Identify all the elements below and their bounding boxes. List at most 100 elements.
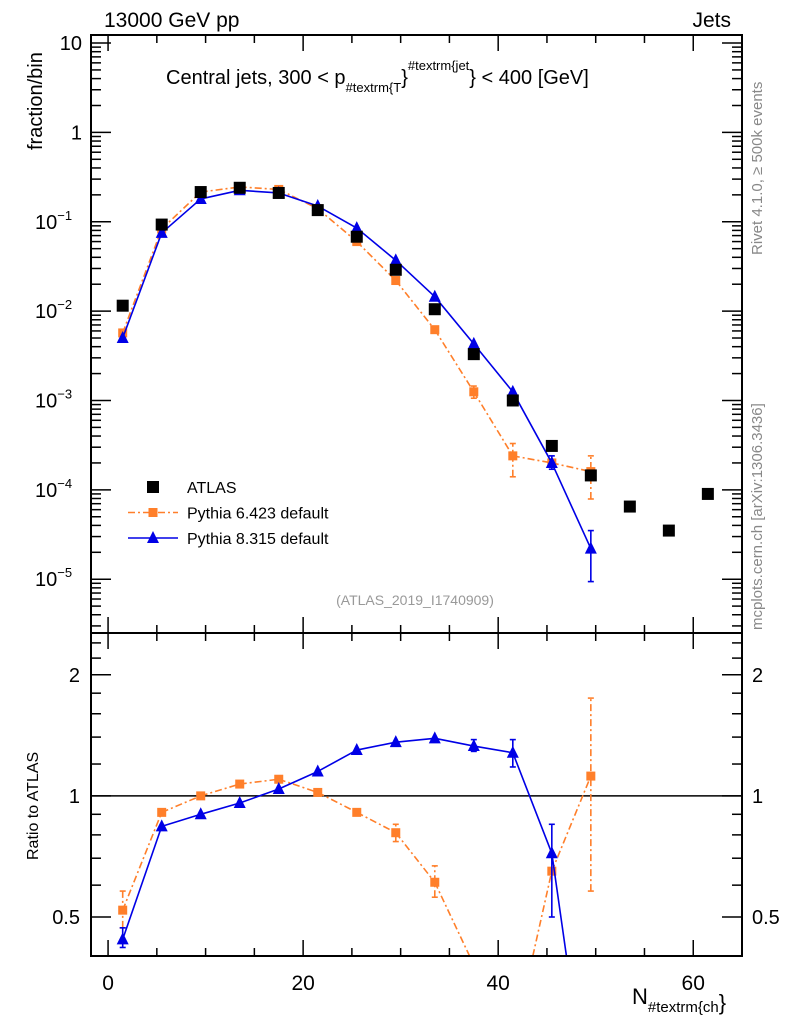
ratio-line-pythia8 — [551, 853, 568, 957]
ratio-y-tick-label-right: 1 — [752, 786, 763, 808]
main-point-pythia6 — [391, 276, 401, 286]
ratio-y-tick-label: 0.5 — [52, 907, 80, 929]
ratio-point-pythia8 — [545, 846, 558, 859]
main-point-atlas — [545, 439, 558, 452]
main-point-pythia8 — [428, 289, 441, 302]
ratio-point-pythia8 — [467, 739, 480, 752]
main-line-pythia6 — [200, 186, 240, 193]
y-tick-label: 10 — [60, 33, 82, 55]
ratio-point-pythia8 — [116, 932, 129, 945]
ratio-marks — [116, 697, 596, 957]
y-tick-label: 10−3 — [35, 386, 72, 412]
main-line-pythia8 — [395, 259, 436, 298]
main-line-pythia6 — [512, 455, 552, 464]
ratio-line-pythia8 — [356, 741, 396, 751]
ratio-point-pythia8 — [389, 735, 402, 748]
ratio-point-pythia8 — [506, 745, 519, 758]
ratio-line-pythia6 — [532, 870, 553, 957]
legend: ATLAS Pythia 6.423 default Pythia 8.315 de… — [128, 480, 329, 548]
ratio-line-pythia6 — [317, 791, 358, 814]
main-line-pythia6 — [395, 280, 436, 331]
main-point-pythia8 — [350, 221, 363, 234]
legend-marker-pythia6 — [148, 508, 158, 517]
main-line-pythia8 — [121, 232, 163, 339]
ratio-y-tick-label: 1 — [69, 786, 80, 808]
ratio-line-pythia8 — [395, 737, 435, 743]
ratio-point-pythia6 — [118, 905, 128, 915]
y-tick-label: 10−5 — [35, 565, 72, 591]
legend-label-pythia6: Pythia 6.423 default — [187, 506, 329, 523]
ratio-point-pythia8 — [311, 764, 324, 777]
main-point-atlas — [467, 348, 480, 361]
main-line-pythia6 — [239, 186, 279, 191]
ratio-line-pythia6 — [551, 775, 592, 872]
main-point-atlas — [389, 263, 402, 276]
ratio-line-pythia8 — [200, 802, 240, 816]
legend-label-pythia8: Pythia 8.315 default — [187, 531, 329, 548]
header-right: Jets — [692, 9, 731, 32]
y-axis-label: fraction/bin — [25, 52, 47, 150]
ratio-point-pythia8 — [155, 819, 168, 832]
main-point-pythia8 — [467, 336, 480, 349]
x-axis-label: N#textrm{ch} — [632, 984, 726, 1016]
x-tick-label: 40 — [487, 972, 510, 995]
main-point-pythia6 — [469, 387, 479, 397]
ratio-point-pythia8 — [194, 807, 207, 820]
y-tick-label: 10−1 — [35, 208, 72, 234]
main-line-pythia8 — [200, 189, 240, 200]
ratio-line-pythia8 — [512, 752, 553, 854]
main-line-pythia6 — [317, 208, 358, 243]
ratio-point-pythia8 — [272, 782, 285, 795]
main-line-pythia8 — [317, 205, 358, 229]
main-point-atlas — [116, 299, 129, 312]
main-line-pythia8 — [356, 227, 397, 261]
main-point-atlas — [584, 469, 597, 482]
main-line-pythia8 — [473, 343, 514, 393]
header-left: 13000 GeV pp — [104, 9, 239, 32]
ratio-point-pythia8 — [428, 731, 441, 744]
ratio-point-pythia8 — [350, 743, 363, 756]
ratio-line-pythia8 — [239, 788, 280, 804]
main-point-atlas — [311, 204, 324, 217]
analysis-watermark: (ATLAS_2019_I1740909) — [336, 592, 494, 608]
ratio-line-pythia8 — [434, 737, 474, 747]
ratio-point-pythia6 — [391, 828, 401, 838]
main-point-atlas — [272, 186, 285, 199]
main-point-atlas — [506, 394, 519, 407]
main-line-pythia6 — [161, 191, 202, 230]
main-line-pythia8 — [434, 296, 475, 345]
y-tick-label: 10−4 — [35, 476, 72, 502]
main-point-pythia8 — [389, 253, 402, 266]
ratio-y-axis-label: Ratio to ATLAS — [25, 752, 42, 860]
x-tick-label: 20 — [291, 972, 314, 995]
ratio-line-pythia6 — [434, 881, 471, 957]
ratio-point-pythia6 — [586, 771, 596, 781]
main-point-pythia6 — [430, 325, 440, 335]
ratio-point-pythia6 — [235, 779, 245, 789]
main-point-pythia6 — [508, 451, 518, 461]
main-line-pythia8 — [551, 462, 592, 549]
ratio-point-pythia6 — [157, 807, 167, 817]
ratio-y-tick-label-right: 0.5 — [752, 907, 780, 929]
main-point-atlas — [623, 500, 636, 513]
main-line-pythia8 — [239, 189, 279, 194]
ratio-line-pythia6 — [395, 832, 436, 883]
main-point-atlas — [662, 524, 675, 537]
main-line-pythia8 — [512, 391, 553, 464]
mcplots-label: mcplots.cern.ch [arXiv:1306.3436] — [749, 403, 766, 630]
main-point-pythia8 — [116, 331, 129, 344]
ratio-line-pythia8 — [161, 813, 201, 828]
x-tick-label: 60 — [682, 972, 705, 995]
ratio-line-pythia6 — [121, 812, 163, 911]
ratio-line-pythia6 — [239, 778, 279, 785]
x-tick-label: 0 — [102, 972, 114, 995]
main-line-pythia8 — [161, 198, 202, 234]
legend-marker-pythia8 — [147, 531, 159, 543]
ratio-point-pythia6 — [196, 791, 206, 801]
main-point-atlas — [350, 230, 363, 243]
main-point-atlas — [194, 186, 207, 199]
ratio-line-pythia6 — [161, 795, 202, 814]
ratio-point-pythia6 — [313, 787, 323, 797]
y-tick-label: 10−2 — [35, 297, 72, 323]
ratio-point-pythia6 — [430, 877, 440, 887]
